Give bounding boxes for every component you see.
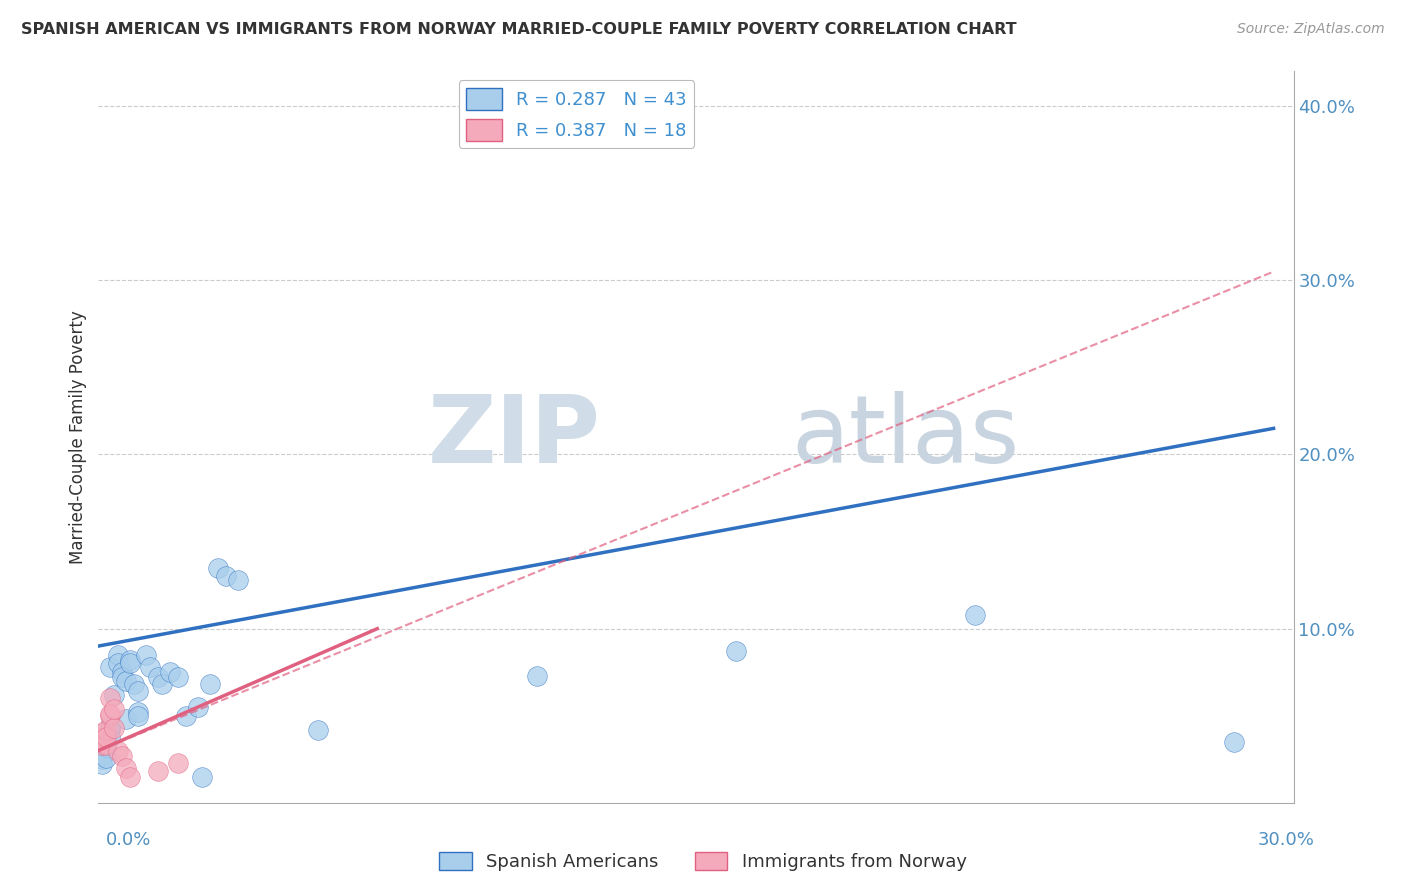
Legend: R = 0.287   N = 43, R = 0.387   N = 18: R = 0.287 N = 43, R = 0.387 N = 18 (458, 80, 695, 148)
Point (127, 705, 149, 719)
Point (120, 770, 142, 784)
Text: SPANISH AMERICAN VS IMMIGRANTS FROM NORWAY MARRIED-COUPLE FAMILY POVERTY CORRELA: SPANISH AMERICAN VS IMMIGRANTS FROM NORW… (21, 22, 1017, 37)
Point (226, 573, 249, 587)
Point (96, 737, 118, 751)
Point (91, 752, 114, 766)
Point (148, 670, 170, 684)
Point (187, 700, 209, 714)
Point (724, 644, 747, 658)
Point (103, 688, 125, 702)
Point (127, 708, 149, 723)
Point (174, 708, 197, 723)
Point (96, 740, 118, 755)
Point (98, 691, 122, 706)
Point (96, 730, 118, 744)
Point (139, 660, 162, 674)
Point (107, 657, 129, 671)
Point (526, 668, 548, 682)
Point (191, 770, 214, 784)
Text: ZIP: ZIP (427, 391, 600, 483)
Point (107, 648, 129, 662)
Point (167, 670, 190, 684)
Point (127, 684, 149, 698)
Point (98, 708, 122, 723)
Point (103, 721, 125, 735)
Point (124, 677, 146, 691)
Point (135, 648, 157, 662)
Point (115, 761, 138, 775)
Point (98, 706, 122, 721)
Point (91, 739, 114, 753)
Point (207, 560, 229, 574)
Point (120, 653, 142, 667)
Point (91, 726, 114, 740)
Point (98, 730, 122, 744)
Point (98, 719, 122, 733)
Point (91, 730, 114, 744)
Point (307, 723, 329, 737)
Text: 0.0%: 0.0% (105, 831, 150, 849)
Text: 30.0%: 30.0% (1258, 831, 1315, 849)
Point (111, 748, 134, 763)
Point (98, 660, 122, 674)
Point (98, 723, 122, 737)
Legend: Spanish Americans, Immigrants from Norway: Spanish Americans, Immigrants from Norwa… (432, 845, 974, 879)
Point (96, 739, 118, 753)
Point (120, 657, 142, 671)
Point (198, 677, 221, 691)
Point (91, 757, 114, 772)
Y-axis label: Married-Couple Family Poverty: Married-Couple Family Poverty (69, 310, 87, 564)
Point (96, 723, 118, 737)
Point (115, 673, 138, 688)
Point (91, 743, 114, 757)
Point (103, 702, 125, 716)
Point (91, 747, 114, 761)
Point (96, 750, 118, 764)
Point (115, 712, 138, 726)
Point (148, 764, 170, 779)
Point (215, 569, 238, 583)
Point (159, 665, 181, 680)
Point (96, 730, 118, 744)
Point (91, 735, 114, 749)
Text: Source: ZipAtlas.com: Source: ZipAtlas.com (1237, 22, 1385, 37)
Point (150, 677, 173, 691)
Point (167, 756, 190, 770)
Point (1223, 735, 1246, 749)
Point (963, 607, 986, 622)
Point (111, 665, 134, 680)
Point (111, 670, 134, 684)
Point (107, 743, 129, 757)
Text: atlas: atlas (792, 391, 1019, 483)
